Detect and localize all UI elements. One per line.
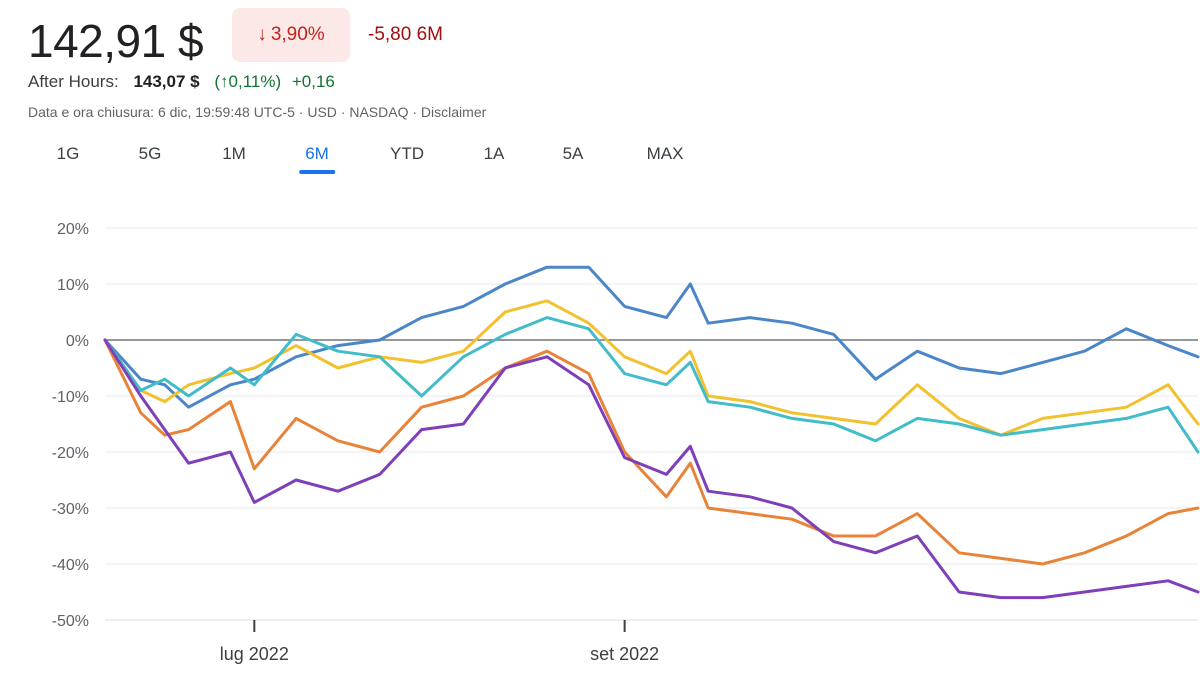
market-meta: Data e ora chiusura: 6 dic, 19:59:48 UTC…: [28, 104, 487, 120]
tab-5a[interactable]: 5A: [562, 144, 584, 163]
y-tick-label: -20%: [52, 445, 89, 462]
x-tick-label: lug 2022: [220, 644, 289, 664]
y-tick-label: -10%: [52, 389, 89, 406]
series-line-3[interactable]: [103, 316, 1200, 454]
tab-max[interactable]: MAX: [646, 144, 684, 163]
tab-6m[interactable]: 6M: [299, 144, 335, 174]
y-tick-label: 20%: [57, 221, 89, 238]
tab-5g[interactable]: 5G: [138, 144, 162, 163]
change-badge: ↓ 3,90%: [232, 8, 350, 62]
after-hours-change: +0,16: [291, 72, 335, 91]
series-line-5[interactable]: [103, 338, 1200, 600]
change-absolute: -5,80 6M: [368, 24, 443, 45]
after-hours-label: After Hours:: [28, 72, 119, 91]
series-line-4[interactable]: [103, 338, 1200, 566]
change-percent: 3,90%: [270, 24, 325, 45]
after-hours-price: 143,07 $: [133, 72, 200, 91]
y-tick-label: -30%: [52, 501, 89, 518]
tab-ytd[interactable]: YTD: [390, 144, 424, 163]
y-tick-label: -50%: [52, 613, 89, 630]
arrow-down-icon: ↓: [257, 24, 267, 45]
tab-1a[interactable]: 1A: [483, 144, 505, 163]
tab-1g[interactable]: 1G: [56, 144, 80, 163]
performance-chart[interactable]: 20% 10% 0% -10% -20% -30% -40% -50% lug 2022 set …: [0, 200, 1200, 675]
series-line-1[interactable]: [103, 265, 1200, 409]
tab-1m[interactable]: 1M: [222, 144, 246, 163]
x-tick-label: set 2022: [590, 644, 659, 664]
series-line-2[interactable]: [103, 299, 1200, 437]
y-tick-label: 0%: [66, 333, 89, 350]
y-tick-label: -40%: [52, 557, 89, 574]
after-hours-percent: (↑0,11%): [214, 72, 282, 91]
current-price: 142,91 $: [28, 15, 204, 67]
y-tick-label: 10%: [57, 277, 89, 294]
after-hours-row: After Hours: 143,07 $ (↑0,11%) +0,16: [28, 72, 335, 92]
